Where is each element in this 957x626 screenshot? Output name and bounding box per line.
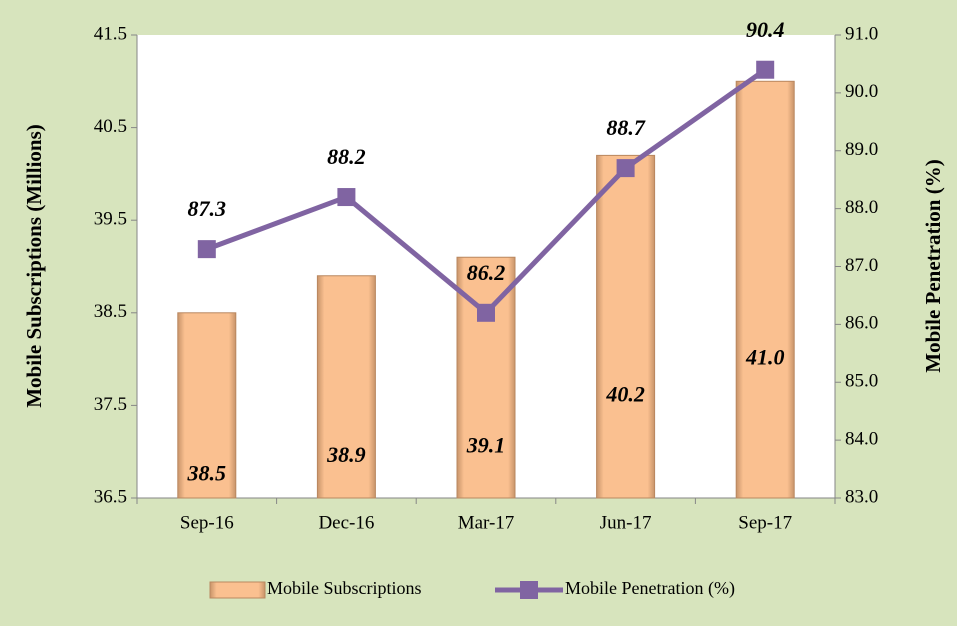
x-tick-label: Jun-17	[600, 512, 652, 533]
bar	[316, 275, 376, 499]
y2-tick-label: 88.0	[845, 197, 878, 218]
bar-value-label: 38.5	[187, 460, 227, 485]
y-tick-label: 38.5	[94, 301, 127, 322]
y-tick-label: 36.5	[94, 486, 127, 507]
line-value-label: 90.4	[746, 17, 785, 42]
bar	[735, 80, 795, 499]
x-tick-label: Dec-16	[318, 512, 374, 533]
line-marker	[616, 159, 635, 178]
y2-tick-label: 85.0	[845, 371, 878, 392]
y2-axis-title: Mobile Penetration (%)	[921, 159, 945, 372]
line-value-label: 88.2	[327, 144, 366, 169]
line-value-label: 88.7	[606, 115, 646, 140]
bar-value-label: 39.1	[466, 433, 506, 458]
bar	[177, 312, 237, 499]
bar-value-label: 38.9	[326, 442, 366, 467]
y2-tick-label: 90.0	[845, 81, 878, 102]
y2-tick-label: 91.0	[845, 23, 878, 44]
line-marker	[197, 240, 216, 259]
y-axis-title: Mobile Subscriptions (Millions)	[22, 124, 46, 408]
x-tick-label: Sep-17	[738, 512, 792, 533]
y2-tick-label: 87.0	[845, 255, 878, 276]
y2-tick-label: 84.0	[845, 428, 878, 449]
y-tick-label: 40.5	[94, 116, 127, 137]
bar-value-label: 41.0	[745, 345, 785, 370]
legend-label: Mobile Penetration (%)	[565, 578, 735, 599]
bar-value-label: 40.2	[605, 382, 645, 407]
legend-swatch	[209, 581, 266, 599]
line-marker	[337, 188, 356, 207]
line-marker	[477, 303, 495, 322]
legend-marker	[520, 581, 538, 599]
bar	[596, 154, 656, 499]
y-tick-label: 37.5	[94, 394, 127, 415]
y2-tick-label: 89.0	[845, 139, 878, 160]
x-tick-label: Mar-17	[458, 512, 515, 533]
y2-tick-label: 83.0	[845, 486, 878, 507]
x-tick-label: Sep-16	[180, 512, 234, 533]
line-value-label: 87.3	[188, 196, 227, 221]
line-marker	[756, 60, 775, 79]
y-tick-label: 39.5	[94, 209, 127, 230]
y2-tick-label: 86.0	[845, 313, 878, 334]
line-value-label: 86.2	[467, 260, 506, 285]
y-tick-label: 41.5	[94, 23, 127, 44]
legend-label: Mobile Subscriptions	[267, 578, 422, 598]
